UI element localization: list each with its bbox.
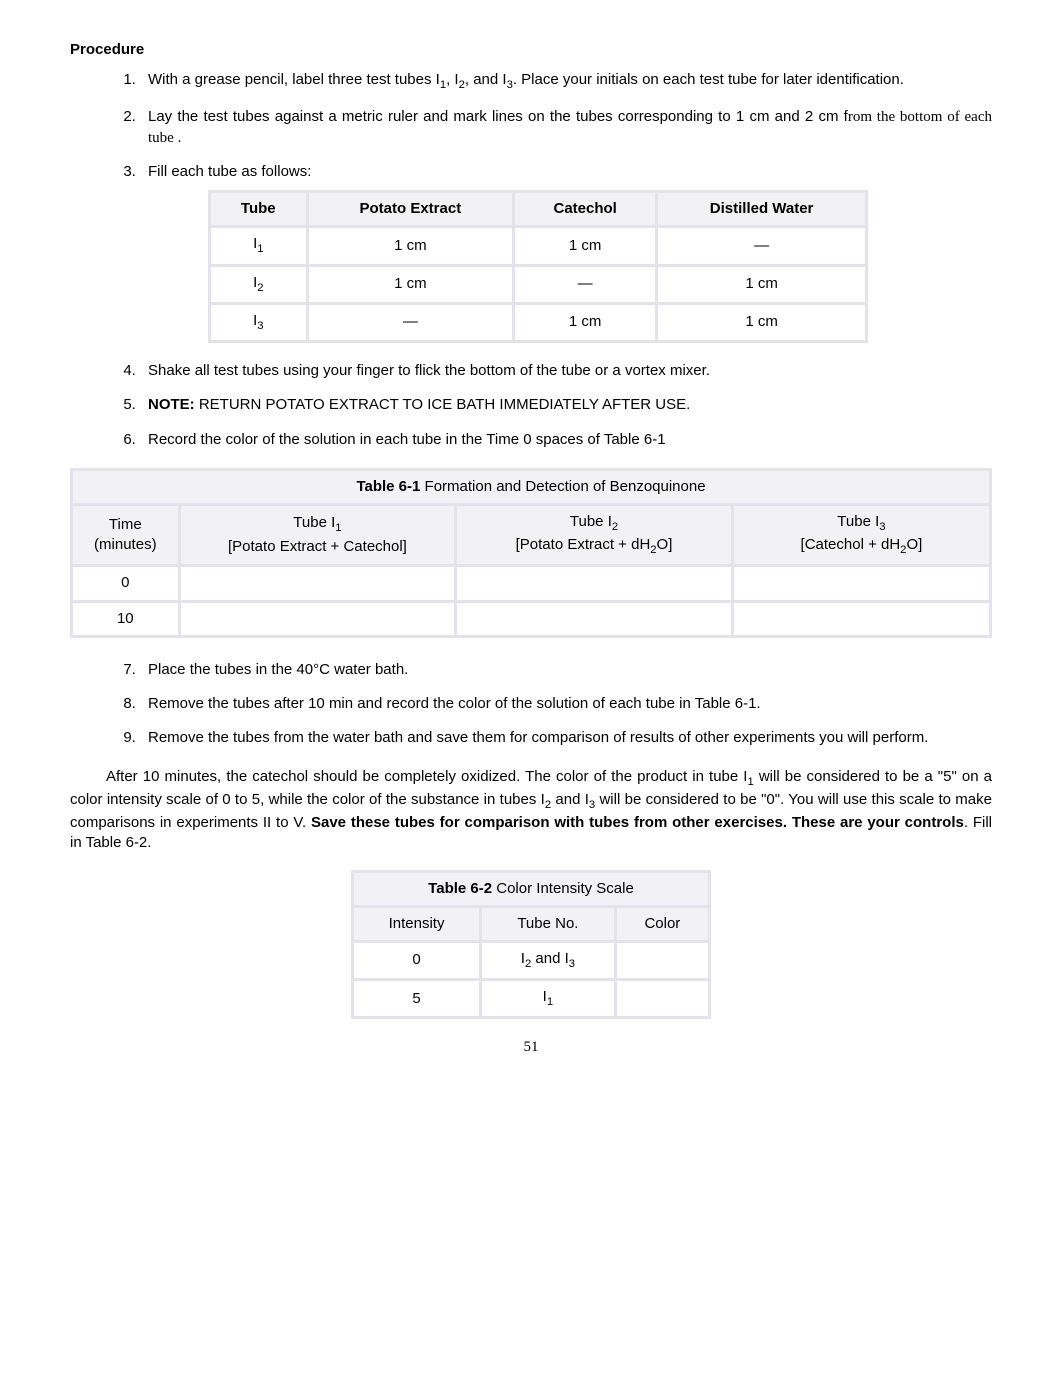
table-row: 0 I2 and I3	[351, 943, 711, 981]
cell-text: 1 cm	[658, 305, 868, 343]
cell-text: 10	[70, 603, 181, 638]
procedure-list-1: With a grease pencil, label three test t…	[70, 70, 992, 450]
t3-title-cell: Table 6-2 Color Intensity Scale	[351, 870, 711, 908]
cell-text: I2 and I3	[482, 943, 617, 981]
step-5: NOTE: RETURN POTATO EXTRACT TO ICE BATH …	[140, 395, 992, 415]
h-text: (minutes)	[94, 536, 157, 553]
cell-sub: 2	[257, 282, 263, 294]
h-text: Time	[109, 516, 142, 533]
cell-empty	[181, 603, 458, 638]
h-text: O]	[906, 536, 922, 553]
cell-text: I1	[482, 981, 617, 1019]
t2-h1: Time (minutes)	[70, 506, 181, 567]
h-text: [Catechol + dH	[801, 536, 901, 553]
step-1-text-a: With a grease pencil, label three test t…	[148, 71, 440, 88]
h-sub: 2	[612, 521, 618, 533]
cell-empty	[457, 567, 734, 602]
cell-empty	[181, 567, 458, 602]
p-text: After 10 minutes, the catechol should be…	[106, 768, 747, 785]
h-sub: 1	[335, 522, 341, 534]
c-sub: 1	[547, 996, 553, 1008]
table-row: 10	[70, 603, 992, 638]
step-2: Lay the test tubes against a metric rule…	[140, 107, 992, 148]
cell-empty	[734, 567, 992, 602]
h-text: O]	[657, 536, 673, 553]
cell-empty	[457, 603, 734, 638]
step-3-text: Fill each tube as follows:	[148, 163, 311, 180]
h-text: Tube I	[293, 514, 335, 531]
t2-title-cell: Table 6-1 Formation and Detection of Ben…	[70, 468, 992, 506]
cell-sub: 1	[257, 243, 263, 255]
note-text: RETURN POTATO EXTRACT TO ICE BATH IMMEDI…	[195, 396, 691, 413]
step-8: Remove the tubes after 10 min and record…	[140, 694, 992, 714]
step-1-text-b: , I	[446, 71, 459, 88]
h-text: [Potato Extract + Catechol]	[228, 538, 407, 555]
t2-h2: Tube I1 [Potato Extract + Catechol]	[181, 506, 458, 567]
cell-text: 0	[70, 567, 181, 602]
h-text: [Potato Extract + dH	[516, 536, 651, 553]
c-text: and I	[531, 950, 569, 967]
cell-text: 0	[351, 943, 482, 981]
cell-text: —	[309, 305, 516, 343]
t1-h4: Distilled Water	[658, 190, 868, 228]
cell-text: 1 cm	[515, 228, 658, 266]
cell-empty	[734, 603, 992, 638]
cell-text: 1 cm	[515, 305, 658, 343]
t2-h4: Tube I3 [Catechol + dH2O]	[734, 506, 992, 567]
procedure-heading: Procedure	[70, 40, 992, 60]
tube-table: Tube Potato Extract Catechol Distilled W…	[208, 190, 868, 343]
cell-empty	[617, 981, 711, 1019]
table-6-1: Table 6-1 Formation and Detection of Ben…	[70, 468, 992, 638]
t3-title-a: Table 6-2	[428, 880, 492, 897]
t1-h2: Potato Extract	[309, 190, 516, 228]
c-sub: 3	[569, 958, 575, 970]
t1-h1: Tube	[208, 190, 309, 228]
cell-text: —	[515, 267, 658, 305]
table-row: 0	[70, 567, 992, 602]
cell-sub: 3	[257, 320, 263, 332]
cell-text: 1 cm	[309, 267, 516, 305]
h-sub: 3	[879, 521, 885, 533]
cell-text: —	[658, 228, 868, 266]
procedure-list-2: Place the tubes in the 40°C water bath. …	[70, 660, 992, 749]
step-7: Place the tubes in the 40°C water bath.	[140, 660, 992, 680]
page-number: 51	[70, 1037, 992, 1057]
t3-h1: Intensity	[351, 908, 482, 943]
step-9: Remove the tubes from the water bath and…	[140, 728, 992, 748]
step-2-text-a: Lay the test tubes against a metric rule…	[148, 108, 848, 125]
t3-title-b: Color Intensity Scale	[492, 880, 634, 897]
note-label: NOTE:	[148, 396, 195, 413]
step-4: Shake all test tubes using your finger t…	[140, 361, 992, 381]
step-1-text-d: . Place your initials on each test tube …	[513, 71, 904, 88]
table-row: I2 1 cm — 1 cm	[208, 267, 868, 305]
cell-text: 5	[351, 981, 482, 1019]
cell-text: 1 cm	[309, 228, 516, 266]
p-text: and I	[551, 791, 589, 808]
step-3: Fill each tube as follows: Tube Potato E…	[140, 162, 992, 343]
table-row: I1 1 cm 1 cm —	[208, 228, 868, 266]
table-6-2: Table 6-2 Color Intensity Scale Intensit…	[351, 870, 711, 1020]
h-text: Tube I	[837, 513, 879, 530]
t1-h3: Catechol	[515, 190, 658, 228]
cell-text: 1 cm	[658, 267, 868, 305]
table-row: 5 I1	[351, 981, 711, 1019]
cell-empty	[617, 943, 711, 981]
step-6: Record the color of the solution in each…	[140, 430, 992, 450]
step-1-text-c: , and I	[465, 71, 507, 88]
t2-title-a: Table 6-1	[356, 478, 420, 495]
t3-h2: Tube No.	[482, 908, 617, 943]
table-row: I3 — 1 cm 1 cm	[208, 305, 868, 343]
t3-h3: Color	[617, 908, 711, 943]
closing-paragraph: After 10 minutes, the catechol should be…	[70, 767, 992, 854]
t2-h3: Tube I2 [Potato Extract + dH2O]	[457, 506, 734, 567]
p-bold: Save these tubes for comparison with tub…	[311, 814, 964, 831]
step-1: With a grease pencil, label three test t…	[140, 70, 992, 93]
h-text: Tube I	[570, 513, 612, 530]
t2-title-b: Formation and Detection of Benzoquinone	[420, 478, 705, 495]
